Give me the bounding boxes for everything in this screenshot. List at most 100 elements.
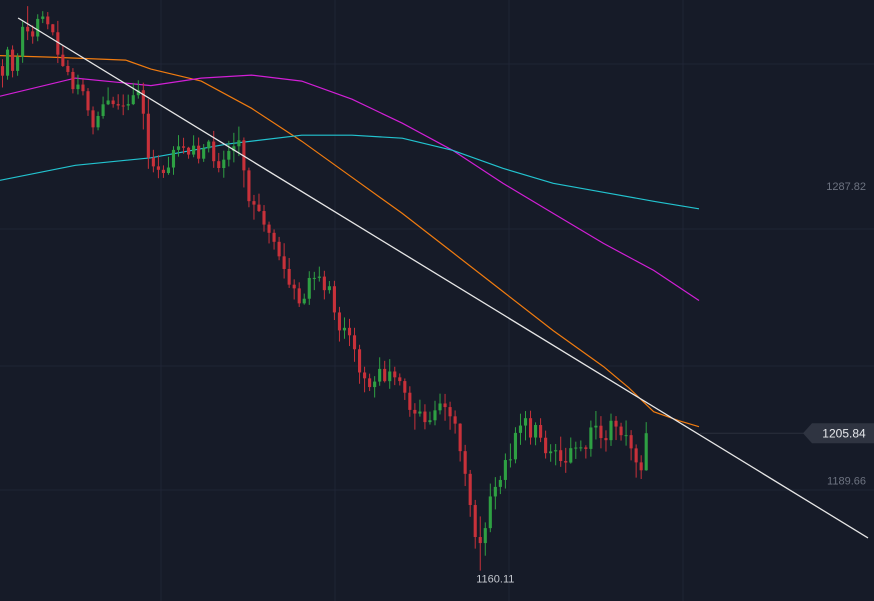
candle-body-87 — [438, 403, 442, 411]
candle-body-31 — [156, 166, 160, 170]
candle-body-39 — [197, 145, 201, 159]
candle-body-21 — [106, 100, 110, 105]
candle-body-124 — [624, 435, 628, 437]
price-overlay: 1205.84 1287.82 1189.66 1160.11 — [476, 181, 874, 586]
candle-body-70 — [352, 335, 357, 350]
candle-body-17 — [86, 91, 90, 111]
candle-body-46 — [232, 146, 236, 151]
candle-body-122 — [614, 420, 618, 427]
candle-body-24 — [121, 105, 125, 107]
candle-body-116 — [584, 447, 588, 449]
candle-body-52 — [262, 211, 266, 225]
candle-body-23 — [116, 104, 120, 106]
candle-body-62 — [312, 277, 316, 279]
candle-body-100 — [503, 460, 507, 480]
candle-body-19 — [96, 115, 100, 128]
candle-body-43 — [217, 161, 221, 169]
moving-average-line-2 — [0, 134, 700, 210]
candle-body-82 — [413, 409, 417, 414]
candle-body-107 — [539, 424, 543, 438]
candle-body-7 — [36, 18, 40, 37]
candle-body-65 — [327, 286, 331, 291]
candle-body-86 — [433, 410, 437, 421]
candle-body-125 — [629, 435, 633, 449]
candle-body-102 — [513, 432, 518, 460]
candle-body-49 — [247, 170, 251, 202]
candle-body-5 — [26, 26, 30, 32]
candle-body-45 — [227, 150, 231, 160]
candle-body-2 — [11, 49, 15, 71]
candle-body-77 — [388, 371, 392, 382]
low-price-marker: 1160.11 — [476, 574, 514, 586]
candle-body-18 — [91, 110, 95, 128]
candle-body-29 — [146, 113, 150, 158]
candle-body-36 — [181, 146, 186, 148]
candle-body-34 — [171, 149, 176, 168]
candle-body-16 — [81, 84, 85, 92]
candle-body-99 — [498, 479, 502, 487]
candle-body-3 — [16, 56, 20, 71]
candle-body-109 — [549, 451, 553, 454]
candle-body-127 — [639, 462, 643, 471]
candle-body-25 — [126, 104, 130, 106]
trendline-layer — [17, 17, 869, 539]
candle-body-78 — [393, 371, 397, 378]
candles — [0, 6, 648, 571]
candle-body-42 — [212, 141, 216, 162]
y-axis-label-upper: 1287.82 — [826, 181, 866, 193]
candle-body-119 — [599, 425, 603, 439]
candle-body-55 — [277, 241, 281, 257]
candle-body-44 — [222, 159, 226, 169]
candle-body-35 — [176, 146, 181, 150]
moving-average-lines — [0, 55, 700, 428]
candle-body-59 — [297, 288, 301, 304]
candle-body-71 — [357, 349, 362, 373]
candle-body-32 — [161, 169, 165, 174]
candle-body-105 — [528, 418, 533, 438]
candle-body-98 — [493, 486, 497, 497]
candle-body-6 — [31, 31, 35, 37]
candle-body-50 — [252, 201, 256, 205]
candle-body-115 — [579, 447, 583, 449]
candle-body-38 — [192, 145, 196, 155]
candle-body-95 — [478, 537, 482, 544]
candle-body-4 — [21, 26, 25, 57]
candle-body-90 — [453, 416, 457, 424]
candle-body-96 — [483, 528, 487, 544]
candle-body-0 — [0, 66, 5, 76]
candle-body-61 — [307, 277, 311, 299]
candle-body-63 — [317, 276, 321, 278]
candle-body-64 — [322, 276, 326, 291]
candle-body-118 — [594, 425, 598, 428]
candle-body-37 — [187, 147, 191, 155]
candle-body-67 — [337, 312, 342, 331]
candle-body-51 — [257, 204, 261, 212]
candle-body-58 — [292, 284, 296, 289]
candle-body-33 — [166, 167, 171, 174]
candle-body-106 — [534, 424, 538, 438]
candle-body-13 — [66, 65, 70, 72]
candle-body-73 — [368, 378, 372, 388]
candle-body-22 — [111, 100, 115, 105]
last-price-label: 1205.84 — [822, 426, 866, 440]
candle-body-26 — [131, 95, 135, 105]
candle-body-41 — [207, 141, 211, 149]
candle-body-111 — [559, 450, 563, 462]
candle-body-56 — [282, 256, 286, 269]
candle-body-20 — [101, 104, 105, 116]
candle-body-40 — [202, 148, 206, 159]
candle-body-68 — [342, 327, 347, 331]
candle-body-8 — [41, 16, 45, 19]
candle-body-9 — [46, 16, 50, 25]
candle-body-10 — [51, 24, 55, 33]
candle-body-60 — [302, 298, 306, 304]
candle-body-47 — [237, 140, 241, 147]
candle-body-84 — [423, 411, 427, 423]
candle-body-89 — [448, 407, 452, 417]
candle-body-114 — [574, 447, 578, 449]
candle-body-93 — [468, 473, 472, 506]
candle-body-69 — [347, 327, 352, 336]
